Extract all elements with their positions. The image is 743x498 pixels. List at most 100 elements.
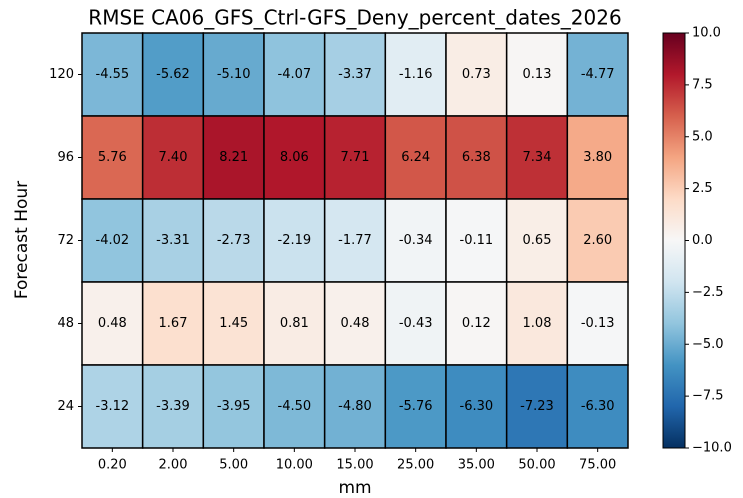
cell-label: 0.81 bbox=[280, 316, 309, 331]
cell bbox=[202, 32, 265, 117]
cell-label: 6.38 bbox=[462, 150, 491, 165]
x-tick-label: 2.00 bbox=[159, 458, 188, 473]
colorbar-tick-label: −7.5 bbox=[692, 389, 724, 404]
x-tick-label: 5.00 bbox=[219, 458, 248, 473]
x-axis-label: mm bbox=[338, 478, 371, 498]
colorbar-tick-label: 5.0 bbox=[692, 129, 713, 144]
cell-label: 7.71 bbox=[341, 150, 370, 165]
chart-title: RMSE CA06_GFS_Ctrl-GFS_Deny_percent_date… bbox=[88, 6, 621, 30]
cell-label: -4.50 bbox=[278, 399, 312, 414]
cell-label: 8.21 bbox=[219, 150, 248, 165]
cell bbox=[384, 32, 447, 117]
cell bbox=[202, 198, 265, 283]
cell-label: 0.12 bbox=[462, 316, 491, 331]
cell bbox=[566, 364, 629, 449]
x-tick-label: 35.00 bbox=[458, 458, 495, 473]
cell-label: -0.43 bbox=[399, 316, 433, 331]
y-tick-label: 120 bbox=[49, 67, 74, 82]
colorbar-tick-label: −10.0 bbox=[692, 441, 732, 456]
cell bbox=[81, 32, 144, 117]
cell-label: -7.23 bbox=[520, 399, 554, 414]
cell-label: 1.08 bbox=[523, 316, 552, 331]
cell-label: 7.34 bbox=[523, 150, 552, 165]
x-tick-label: 15.00 bbox=[336, 458, 373, 473]
cell-label: -5.76 bbox=[399, 399, 433, 414]
colorbar-tick-label: 7.5 bbox=[692, 77, 713, 92]
y-tick-label: 72 bbox=[57, 233, 74, 248]
cell-label: -3.95 bbox=[217, 399, 251, 414]
cell-label: -5.10 bbox=[217, 67, 251, 82]
x-tick-label: 10.00 bbox=[276, 458, 313, 473]
cell bbox=[505, 115, 569, 200]
colorbar-tick-label: 10.0 bbox=[692, 26, 721, 41]
cell bbox=[141, 198, 205, 283]
cell-label: -6.30 bbox=[460, 399, 494, 414]
cell bbox=[566, 198, 629, 283]
cell-label: -3.37 bbox=[338, 67, 372, 82]
cell-label: -0.11 bbox=[460, 233, 494, 248]
cell-label: 0.48 bbox=[98, 316, 127, 331]
cell bbox=[202, 115, 265, 200]
cell-label: -3.12 bbox=[96, 399, 130, 414]
cell bbox=[141, 32, 205, 117]
cell-label: -5.62 bbox=[156, 67, 190, 82]
cell-label: 0.13 bbox=[523, 67, 552, 82]
cell-label: -1.77 bbox=[338, 233, 372, 248]
cell-label: 5.76 bbox=[98, 150, 127, 165]
cell-label: 8.06 bbox=[280, 150, 309, 165]
cell bbox=[81, 364, 144, 449]
colorbar-tick-label: −5.0 bbox=[692, 337, 724, 352]
cell-label: -3.39 bbox=[156, 399, 190, 414]
cell bbox=[566, 115, 629, 200]
cell bbox=[141, 281, 205, 366]
cell bbox=[263, 281, 326, 366]
cell bbox=[323, 198, 387, 283]
cell-label: -4.07 bbox=[278, 67, 312, 82]
y-tick-label: 96 bbox=[57, 150, 74, 165]
cell-label: 6.24 bbox=[401, 150, 430, 165]
cell bbox=[323, 115, 387, 200]
cell-label: 0.65 bbox=[523, 233, 552, 248]
cell bbox=[445, 115, 508, 200]
x-tick-label: 25.00 bbox=[397, 458, 434, 473]
cell-label: -6.30 bbox=[581, 399, 615, 414]
cell bbox=[81, 115, 144, 200]
cell-label: -4.02 bbox=[96, 233, 130, 248]
x-tick-label: 75.00 bbox=[579, 458, 616, 473]
cell bbox=[566, 281, 629, 366]
cell-label: 1.45 bbox=[219, 316, 248, 331]
cell bbox=[81, 281, 144, 366]
cell-label: -0.34 bbox=[399, 233, 433, 248]
cell-label: 1.67 bbox=[159, 316, 188, 331]
cell-label: -4.77 bbox=[581, 67, 615, 82]
colorbar-tick-label: 2.5 bbox=[692, 181, 713, 196]
cell-label: 0.48 bbox=[341, 316, 370, 331]
colorbar bbox=[662, 32, 686, 449]
cell-label: -4.55 bbox=[96, 67, 130, 82]
cell-label: 2.60 bbox=[583, 233, 612, 248]
cell-label: -2.19 bbox=[278, 233, 312, 248]
y-tick-label: 24 bbox=[57, 399, 74, 414]
y-tick-label: 48 bbox=[57, 316, 74, 331]
cell-label: -1.16 bbox=[399, 67, 433, 82]
cell-label: -2.73 bbox=[217, 233, 251, 248]
cell-label: -3.31 bbox=[156, 233, 190, 248]
x-tick-label: 50.00 bbox=[518, 458, 555, 473]
cell bbox=[384, 364, 447, 449]
colorbar-tick-label: −2.5 bbox=[692, 285, 724, 300]
cell bbox=[445, 364, 508, 449]
y-axis-label: Forecast Hour bbox=[12, 181, 32, 299]
cell bbox=[505, 32, 569, 117]
cell-label: 0.73 bbox=[462, 67, 491, 82]
cell-label: -4.80 bbox=[338, 399, 372, 414]
cell bbox=[263, 198, 326, 283]
x-tick-label: 0.20 bbox=[98, 458, 127, 473]
cell bbox=[202, 364, 265, 449]
cell bbox=[263, 364, 326, 449]
cell-label: 7.40 bbox=[159, 150, 188, 165]
colorbar-tick-label: 0.0 bbox=[692, 233, 713, 248]
cell bbox=[81, 198, 144, 283]
cell-label: 3.80 bbox=[583, 150, 612, 165]
cell-label: -0.13 bbox=[581, 316, 615, 331]
